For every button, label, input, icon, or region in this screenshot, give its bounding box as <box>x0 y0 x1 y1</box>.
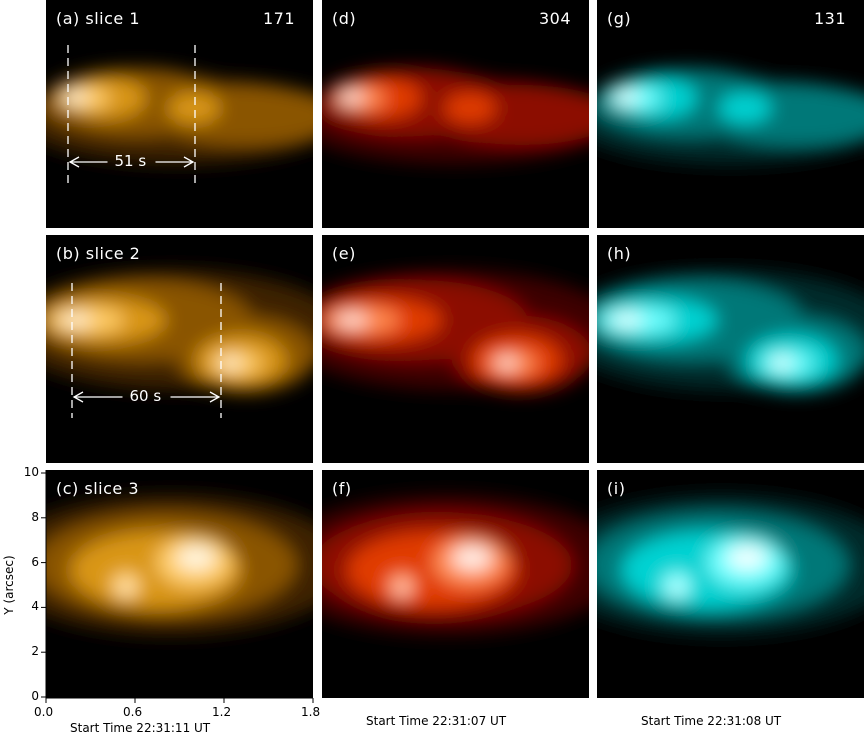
emission-blob <box>452 546 492 570</box>
panel-f-image <box>322 495 589 635</box>
period-marker <box>71 283 222 418</box>
panel-h-image <box>597 270 864 393</box>
arrow-head <box>183 156 195 168</box>
panel-c-image <box>46 495 313 635</box>
period-label: 51 s <box>114 152 147 170</box>
emission-blob <box>340 91 364 103</box>
x-tick-label: 1.2 <box>212 705 232 719</box>
panel-i-image <box>597 495 864 635</box>
period-label: 60 s <box>129 387 162 405</box>
emission-blob <box>497 357 517 369</box>
panel-h: (h) <box>597 235 864 463</box>
panel-g: (g) 131 <box>597 0 864 228</box>
emission-blob <box>64 91 88 103</box>
panel-f: (f) <box>322 470 589 698</box>
emission-blob <box>444 93 496 123</box>
panel-d: (d) 304 <box>322 0 589 228</box>
emission-blob <box>727 546 767 570</box>
panel-d-image <box>322 68 589 164</box>
y-tick-label: 10 <box>23 465 39 479</box>
start-time-label: Start Time 22:31:11 UT <box>70 721 211 735</box>
y-tick-label: 2 <box>31 644 39 659</box>
emission-blob <box>615 91 639 103</box>
panel-label: (i) <box>607 479 626 498</box>
start-time-label: Start Time 22:31:08 UT <box>641 714 782 728</box>
emission-blob <box>120 582 132 594</box>
panel-b: (b) slice 2 60 s <box>46 235 313 463</box>
emission-blob <box>611 314 643 326</box>
emission-blob <box>176 546 216 570</box>
emission-blob <box>168 93 220 123</box>
panel-label: (f) <box>332 479 352 498</box>
emission-blob <box>671 582 683 594</box>
start-time-label: Start Time 22:31:07 UT <box>366 714 507 728</box>
panel-label: (g) <box>607 9 632 28</box>
period-marker <box>67 45 196 185</box>
arrow-head <box>209 391 221 403</box>
channel-label: 171 <box>262 9 295 28</box>
emission-blob <box>336 314 368 326</box>
panel-a: (a) slice 1 171 51 s <box>46 0 313 228</box>
x-tick-label: 0.0 <box>34 705 54 719</box>
y-tick-label: 6 <box>31 554 39 569</box>
x-tick-label: 1.8 <box>301 705 321 719</box>
emission-blob <box>772 357 792 369</box>
y-tick-label: 0 <box>31 689 39 703</box>
arrow-head <box>68 156 80 168</box>
panel-g-image <box>597 68 864 164</box>
panel-label: (d) <box>332 9 357 28</box>
panel-i: (i) <box>597 470 864 698</box>
panel-label: (c) slice 3 <box>56 479 139 498</box>
panel-e-image <box>322 270 589 393</box>
emission-blob <box>396 582 408 594</box>
panel-b-image <box>46 270 313 418</box>
channel-label: 131 <box>813 9 846 28</box>
emission-blob <box>221 357 241 369</box>
channel-label: 304 <box>538 9 571 28</box>
panel-a-image <box>46 45 313 185</box>
panel-label: (b) slice 2 <box>56 244 141 263</box>
y-tick-label: 4 <box>31 599 39 614</box>
emission-blob <box>60 314 92 326</box>
emission-blob <box>719 93 771 123</box>
panel-label: (a) slice 1 <box>56 9 141 28</box>
x-tick-label: 0.6 <box>123 705 143 719</box>
panel-label: (h) <box>607 244 632 263</box>
panel-c: (c) slice 3 <box>46 470 313 698</box>
y-axis-label: Y (arcsec) <box>2 555 16 615</box>
y-tick-label: 8 <box>31 509 39 524</box>
panel-e: (e) <box>322 235 589 463</box>
arrow-head <box>72 391 84 403</box>
panel-label: (e) <box>332 244 356 263</box>
